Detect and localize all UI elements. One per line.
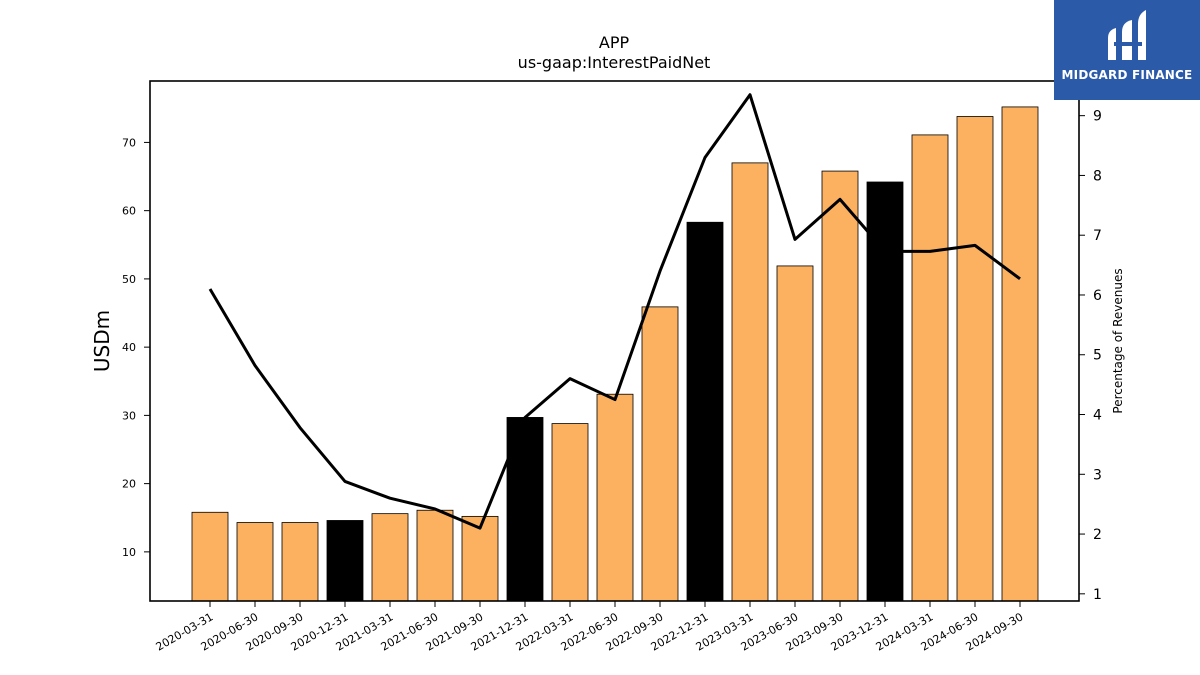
bar-2021-09-30 — [461, 515, 499, 602]
bar-2020-12-31 — [326, 520, 364, 602]
bar-2022-09-30 — [641, 306, 679, 602]
y-tick-label: 60 — [122, 205, 136, 218]
bar-2024-03-31 — [911, 134, 949, 602]
y-tick-label: 20 — [122, 478, 136, 491]
y2-tick-label: 3 — [1093, 467, 1102, 483]
left-axis: 10 20 30 40 50 60 70 — [122, 136, 150, 559]
bar-2021-03-31 — [371, 513, 409, 602]
bar-2020-09-30 — [281, 522, 319, 602]
y2-tick-label: 2 — [1093, 527, 1102, 543]
bar-2021-06-30 — [416, 509, 454, 602]
bar-2020-06-30 — [236, 522, 274, 602]
y2-tick-label: 1 — [1093, 587, 1102, 603]
bar-2023-12-31 — [866, 181, 904, 602]
bars-layer — [191, 106, 1039, 602]
y-tick-label: 10 — [122, 546, 136, 559]
bar-2023-06-30 — [776, 265, 814, 602]
bar-2024-06-30 — [956, 116, 994, 602]
y-tick-label: 30 — [122, 409, 136, 422]
bar-2020-03-31 — [191, 511, 229, 602]
brand-logo: MIDGARD FINANCE — [1054, 0, 1200, 100]
y-tick-label: 50 — [122, 273, 136, 286]
chart-title: APP — [599, 33, 630, 52]
y2-tick-label: 4 — [1093, 408, 1102, 424]
y2-tick-label: 9 — [1093, 109, 1102, 125]
bar-2023-09-30 — [821, 170, 859, 602]
bar-2023-03-31 — [731, 162, 769, 602]
chart-subtitle: us-gaap:InterestPaidNet — [518, 53, 711, 72]
x-axis: 2020-03-312020-06-302020-09-302020-12-31… — [154, 601, 1026, 654]
bar-2022-12-31 — [686, 221, 724, 602]
y-axis-label: USDm — [90, 310, 114, 372]
right-axis: 1 2 3 4 5 6 7 8 9 — [1079, 109, 1102, 603]
y2-axis-label: Percentage of Revenues — [1111, 268, 1125, 413]
bar-2022-03-31 — [551, 423, 589, 602]
ratio-line — [208, 93, 1021, 530]
y2-tick-label: 8 — [1093, 168, 1102, 184]
midgard-logo-icon — [1108, 10, 1146, 60]
bar-2022-06-30 — [596, 393, 634, 602]
bar-2024-09-30 — [1001, 106, 1039, 602]
y2-tick-label: 5 — [1093, 348, 1102, 364]
y2-tick-label: 7 — [1093, 228, 1102, 244]
y-tick-label: 40 — [122, 341, 136, 354]
y2-tick-label: 6 — [1093, 288, 1102, 304]
logo-text: MIDGARD FINANCE — [1061, 68, 1193, 82]
y-tick-label: 70 — [122, 136, 136, 149]
